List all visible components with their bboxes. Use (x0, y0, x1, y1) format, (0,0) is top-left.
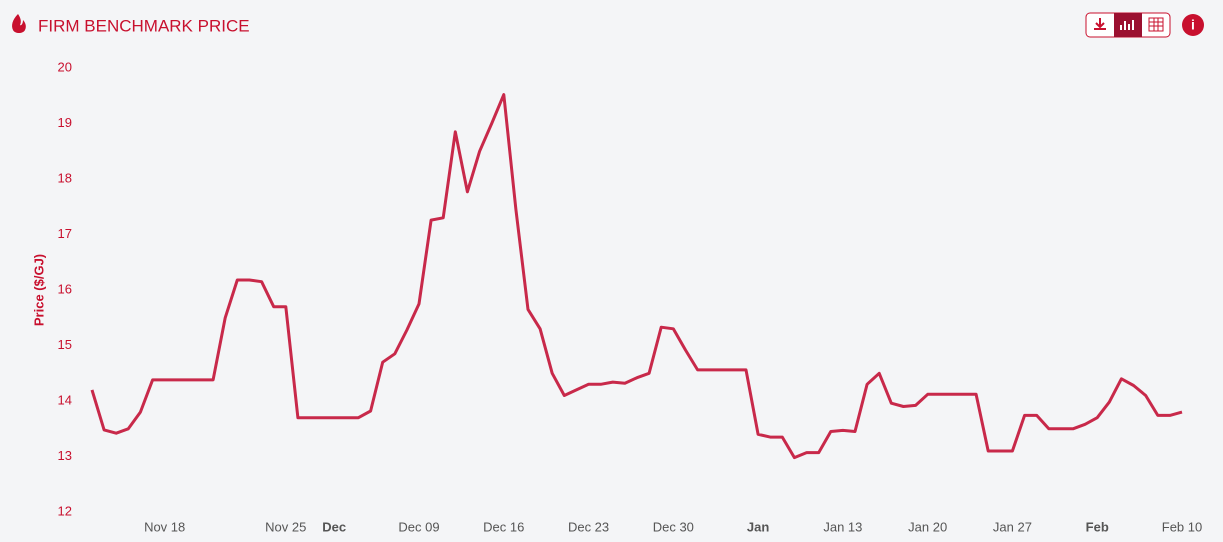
y-tick-label: 14 (58, 392, 72, 407)
x-tick-label: Nov 18 (144, 519, 185, 534)
info-button[interactable] (1182, 14, 1204, 36)
chart-icon (1120, 20, 1134, 30)
y-tick-label: 12 (58, 503, 72, 518)
x-tick-label: Dec 30 (653, 519, 694, 534)
x-tick-label: Nov 25 (265, 519, 306, 534)
y-tick-label: 17 (58, 226, 72, 241)
y-tick-label: 19 (58, 115, 72, 130)
info-icon: i (1191, 17, 1195, 33)
x-tick-label: Dec 23 (568, 519, 609, 534)
x-tick-label: Jan (747, 519, 769, 534)
table-button[interactable] (1148, 17, 1164, 32)
y-tick-label: 16 (58, 281, 72, 296)
y-tick-label: 15 (58, 337, 72, 352)
x-tick-label: Jan 27 (993, 519, 1032, 534)
y-tick-label: 18 (58, 170, 72, 185)
y-tick-label: 20 (58, 59, 72, 74)
price-line (90, 93, 1183, 460)
x-tick-label: Jan 13 (823, 519, 862, 534)
x-tick-label: Feb 10 (1162, 519, 1202, 534)
chart-title: FIRM BENCHMARK PRICE (38, 16, 250, 35)
toolbar: i (1085, 12, 1204, 38)
x-tick-label: Dec 16 (483, 519, 524, 534)
x-tick-label: Dec 09 (398, 519, 439, 534)
x-tick-label: Feb (1086, 519, 1109, 534)
flame-icon (12, 14, 26, 33)
x-tick-label: Jan 20 (908, 519, 947, 534)
download-button[interactable] (1094, 18, 1106, 30)
x-tick-label: Dec (322, 519, 346, 534)
y-axis-label: Price ($/GJ) (31, 254, 46, 326)
y-tick-label: 13 (58, 448, 72, 463)
